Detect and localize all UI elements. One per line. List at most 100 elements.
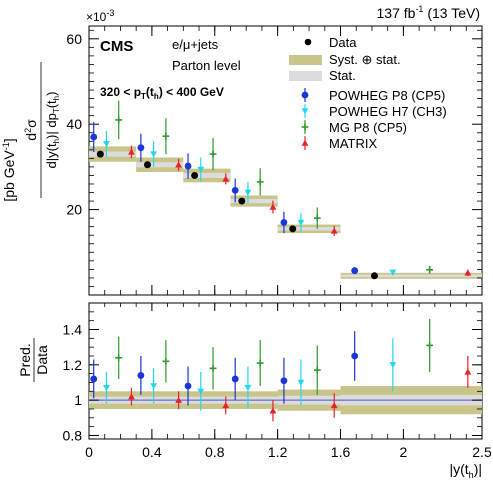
- ratio-point: [389, 362, 397, 369]
- data-point: [370, 272, 378, 280]
- legend-label-syst: Syst. ⊕ stat.: [329, 52, 401, 67]
- stat-band-main: [230, 198, 278, 204]
- ratio-point: [313, 366, 321, 374]
- main-point: [150, 151, 158, 158]
- main-data-points: [90, 100, 472, 280]
- ratio-y-tick-label: 1: [74, 392, 82, 408]
- main-point: [231, 186, 239, 194]
- main-point: [256, 178, 264, 186]
- stat-band-main: [340, 274, 482, 278]
- main-point: [244, 189, 252, 196]
- stat-band-main: [89, 151, 137, 157]
- data-point: [96, 150, 104, 158]
- ratio-point: [231, 375, 239, 383]
- ratio-y-tick-label: 1.2: [63, 357, 83, 373]
- legend-marker: [301, 123, 309, 131]
- x-tick-label: 1.6: [331, 444, 351, 460]
- legend-series: POWHEG P8 (CP5)POWHEG H7 (CH3)MG P8 (CP5…: [301, 88, 447, 151]
- y-multiplier-label: ×10-3: [86, 8, 114, 24]
- data-point: [191, 171, 199, 179]
- level-label: Parton level: [172, 58, 241, 73]
- ratio-point: [222, 402, 230, 409]
- cms-label: CMS: [100, 38, 133, 55]
- legend-swatch-syst: [289, 55, 322, 65]
- ratio-plot-frame: [88, 302, 483, 440]
- main-point: [103, 141, 110, 148]
- ratio-data-points: [90, 318, 472, 422]
- y-title-unit: [pb GeV-1]: [1, 138, 17, 201]
- legend-label: MATRIX: [329, 136, 377, 151]
- main-point: [137, 144, 145, 152]
- data-point: [143, 161, 151, 169]
- y-title-numerator: d2σ: [23, 119, 39, 141]
- main-point: [209, 150, 217, 158]
- ratio-point: [103, 385, 110, 392]
- ratio-point: [351, 352, 359, 360]
- data-point: [238, 197, 246, 205]
- main-point: [313, 214, 321, 222]
- legend-label: POWHEG P8 (CP5): [329, 88, 445, 103]
- main-point: [184, 162, 192, 170]
- x-axis-title: |y(th)|: [449, 461, 482, 480]
- ratio-point: [426, 341, 434, 349]
- legend-label-data: Data: [329, 35, 357, 50]
- legend-marker: [301, 91, 309, 99]
- ratio-point: [128, 393, 135, 400]
- main-point: [389, 269, 397, 276]
- main-point: [330, 227, 338, 234]
- ratio-point: [162, 357, 170, 365]
- main-point: [464, 269, 472, 276]
- main-point: [90, 133, 98, 141]
- legend-marker-data: [304, 38, 312, 46]
- ratio-point: [244, 385, 252, 392]
- x-tick-label: 2.5: [472, 444, 492, 460]
- selection-label: 320 < pT(th) < 400 GeV: [100, 85, 224, 101]
- main-point: [175, 161, 183, 168]
- ratio-y-title-top: Pred.: [17, 343, 33, 376]
- x-tick-label: 1.2: [268, 444, 288, 460]
- main-point: [351, 267, 359, 275]
- legend-marker: [301, 108, 309, 115]
- main-point: [222, 175, 230, 182]
- main-y-tick-label: 60: [66, 31, 82, 47]
- ratio-point: [150, 383, 158, 390]
- ratio-point: [330, 402, 338, 409]
- x-tick-label: 0.8: [205, 444, 225, 460]
- legend-label-stat: Stat.: [329, 68, 356, 83]
- stat-band-main: [277, 227, 341, 231]
- ratio-point: [115, 354, 123, 362]
- legend-marker: [301, 139, 309, 146]
- ratio-point: [297, 379, 305, 386]
- main-point: [162, 132, 170, 140]
- ratio-point: [280, 377, 288, 385]
- legend-label: MG P8 (CP5): [329, 120, 407, 135]
- main-y-tick-label: 40: [66, 116, 82, 132]
- ratio-point: [256, 359, 264, 367]
- main-point: [128, 148, 135, 155]
- ratio-point: [175, 396, 183, 403]
- ratio-y-axis-title: Pred. Data: [17, 338, 50, 382]
- ratio-point: [209, 364, 217, 372]
- main-uncertainty-bands: [89, 146, 482, 279]
- main-point: [280, 219, 288, 226]
- ratio-point: [464, 368, 472, 375]
- stat-band-main: [183, 172, 231, 179]
- ratio-point: [269, 407, 277, 414]
- y-title-denominator: d|y(th)| dpT(th): [44, 92, 61, 169]
- ratio-uncertainty-bands: [89, 386, 482, 415]
- main-axes: 20 40 60: [66, 26, 483, 295]
- main-point: [426, 266, 434, 274]
- legend-label: POWHEG H7 (CH3): [329, 104, 447, 119]
- legend-swatch-stat: [289, 71, 322, 81]
- main-point: [197, 166, 205, 173]
- ratio-axes: 0.8 1 1.2 1.4 0 0.4 0.8 1.2 1.6 2 2.5: [63, 303, 492, 460]
- x-tick-label: 2: [400, 444, 408, 460]
- channel-label: e/μ+jets: [172, 37, 219, 52]
- ratio-point: [197, 388, 205, 395]
- stat-band-main: [136, 162, 184, 168]
- main-point: [269, 203, 277, 210]
- data-point: [289, 225, 297, 233]
- legend: Data Syst. ⊕ stat. Stat. POWHEG P8 (CP5)…: [289, 35, 447, 151]
- ratio-point: [137, 372, 145, 379]
